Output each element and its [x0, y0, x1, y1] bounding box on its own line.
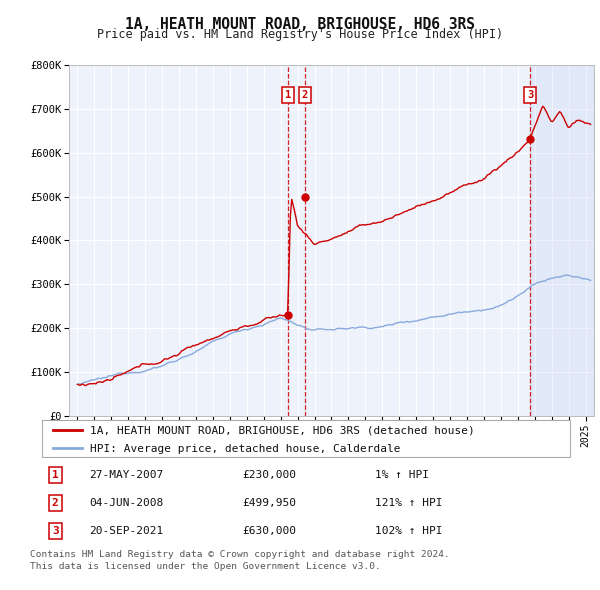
Text: Price paid vs. HM Land Registry's House Price Index (HPI): Price paid vs. HM Land Registry's House … [97, 28, 503, 41]
Text: £499,950: £499,950 [242, 498, 296, 508]
Text: 3: 3 [527, 90, 533, 100]
Text: This data is licensed under the Open Government Licence v3.0.: This data is licensed under the Open Gov… [30, 562, 381, 571]
Text: Contains HM Land Registry data © Crown copyright and database right 2024.: Contains HM Land Registry data © Crown c… [30, 550, 450, 559]
Text: 1: 1 [52, 470, 59, 480]
Text: £230,000: £230,000 [242, 470, 296, 480]
Text: 2: 2 [302, 90, 308, 100]
Text: 1: 1 [284, 90, 291, 100]
Text: 102% ↑ HPI: 102% ↑ HPI [374, 526, 442, 536]
Text: HPI: Average price, detached house, Calderdale: HPI: Average price, detached house, Cald… [89, 444, 400, 454]
Text: 1A, HEATH MOUNT ROAD, BRIGHOUSE, HD6 3RS: 1A, HEATH MOUNT ROAD, BRIGHOUSE, HD6 3RS [125, 17, 475, 31]
Text: 1% ↑ HPI: 1% ↑ HPI [374, 470, 428, 480]
Text: 3: 3 [52, 526, 59, 536]
Text: £630,000: £630,000 [242, 526, 296, 536]
Text: 04-JUN-2008: 04-JUN-2008 [89, 498, 164, 508]
FancyBboxPatch shape [42, 420, 570, 457]
Bar [530, 65, 594, 416]
Text: 1A, HEATH MOUNT ROAD, BRIGHOUSE, HD6 3RS (detached house): 1A, HEATH MOUNT ROAD, BRIGHOUSE, HD6 3RS… [89, 426, 474, 436]
Text: 121% ↑ HPI: 121% ↑ HPI [374, 498, 442, 508]
Text: 27-MAY-2007: 27-MAY-2007 [89, 470, 164, 480]
Text: 2: 2 [52, 498, 59, 508]
Text: 20-SEP-2021: 20-SEP-2021 [89, 526, 164, 536]
